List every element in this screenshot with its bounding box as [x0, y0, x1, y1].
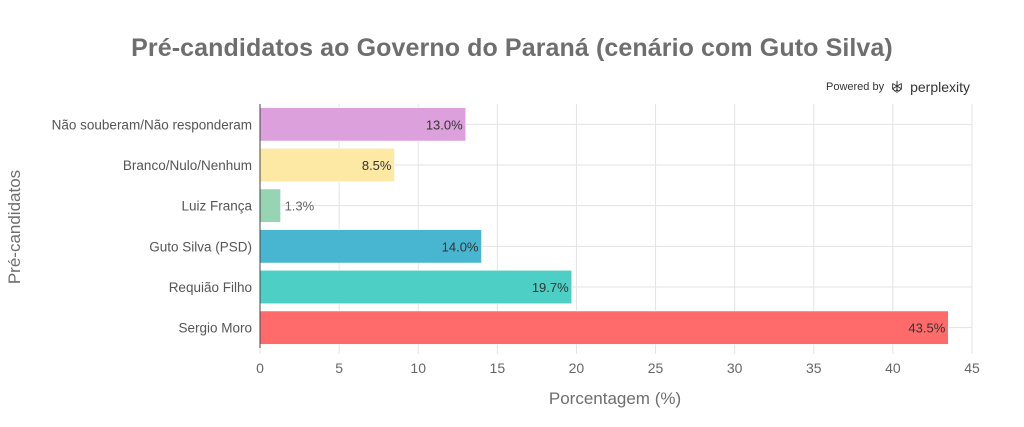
- chart-title: Pré-candidatos ao Governo do Paraná (cen…: [131, 34, 893, 62]
- bar-value-label: 19.7%: [532, 280, 569, 295]
- bar: [259, 148, 395, 182]
- bar-value-label: 1.3%: [285, 199, 315, 214]
- x-tick-label: 40: [885, 360, 901, 376]
- bar-value-label: 43.5%: [908, 321, 945, 336]
- bar: [259, 270, 572, 304]
- x-tick-label: 0: [256, 360, 264, 376]
- bars-layer: [259, 107, 949, 345]
- bar: [259, 188, 281, 223]
- labels-layer: 13.0% 8.5% 1.3% 14.0% 19.7% 43.5%: [285, 117, 946, 335]
- powered-by-badge: Powered by perplexity: [826, 79, 970, 95]
- y-axis-title: Pré-candidatos: [5, 170, 24, 284]
- x-tick-label: 10: [410, 360, 426, 376]
- x-tick-label: 15: [490, 360, 506, 376]
- x-tick-label: 20: [569, 360, 585, 376]
- bar-value-label: 14.0%: [442, 239, 479, 254]
- bar: [259, 229, 482, 264]
- x-tick-label: 45: [964, 360, 980, 376]
- y-category-label: Guto Silva (PSD): [149, 239, 252, 254]
- x-tick-label: 30: [727, 360, 743, 376]
- y-category-label: Requião Filho: [169, 280, 252, 295]
- x-tick-label: 35: [806, 360, 822, 376]
- x-axis-title: Porcentagem (%): [549, 389, 681, 408]
- x-tick-label: 5: [335, 360, 343, 376]
- bar-value-label: 8.5%: [362, 158, 392, 173]
- bar-value-label: 13.0%: [426, 117, 463, 132]
- powered-by-label: Powered by: [825, 81, 885, 93]
- y-category-label: Não souberam/Não responderam: [52, 117, 252, 132]
- y-category-label: Luiz França: [181, 199, 252, 214]
- x-tick-label: 25: [648, 360, 664, 376]
- y-category-label: Sergio Moro: [178, 321, 252, 336]
- y-category-label: Branco/Nulo/Nenhum: [123, 158, 252, 173]
- perplexity-brand-text: perplexity: [910, 79, 970, 95]
- perplexity-logo-icon: [892, 80, 902, 94]
- axis-layer: 0 5 10 15 20 25 30 35 40 45 Não souberam/Não respo…: [52, 104, 980, 376]
- bar: [259, 310, 949, 345]
